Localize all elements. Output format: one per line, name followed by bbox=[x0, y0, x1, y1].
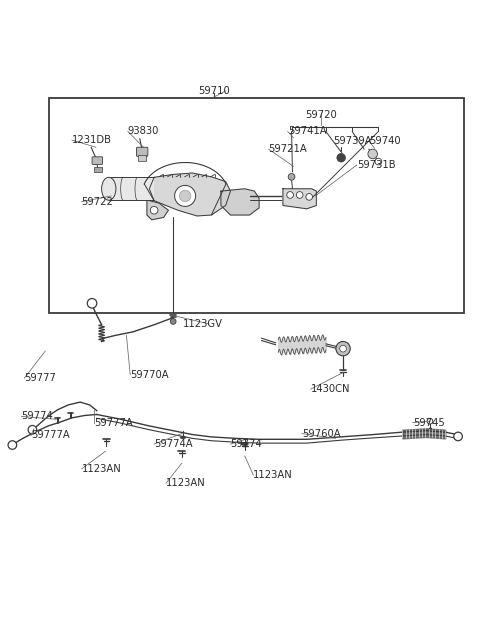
FancyBboxPatch shape bbox=[109, 177, 154, 200]
Text: 59777A: 59777A bbox=[95, 418, 133, 428]
Bar bbox=[49, 98, 464, 313]
FancyBboxPatch shape bbox=[138, 155, 146, 161]
Text: 1430CN: 1430CN bbox=[311, 384, 350, 394]
Circle shape bbox=[8, 441, 17, 449]
Text: 93830: 93830 bbox=[128, 127, 159, 136]
Circle shape bbox=[87, 298, 97, 308]
Circle shape bbox=[180, 190, 191, 202]
Circle shape bbox=[288, 173, 295, 180]
Circle shape bbox=[170, 319, 176, 324]
Circle shape bbox=[368, 149, 377, 159]
Polygon shape bbox=[283, 189, 316, 209]
Circle shape bbox=[306, 193, 312, 200]
Text: 59770A: 59770A bbox=[130, 370, 169, 380]
Text: 1123GV: 1123GV bbox=[183, 319, 223, 329]
Circle shape bbox=[296, 191, 303, 198]
Circle shape bbox=[427, 419, 433, 424]
FancyBboxPatch shape bbox=[94, 167, 102, 172]
Text: 59739A: 59739A bbox=[333, 136, 372, 146]
Circle shape bbox=[375, 158, 382, 165]
Polygon shape bbox=[149, 173, 230, 216]
Circle shape bbox=[454, 432, 462, 441]
Text: 59722: 59722 bbox=[82, 196, 113, 207]
Text: 59731B: 59731B bbox=[357, 160, 396, 170]
Text: 59777: 59777 bbox=[24, 373, 56, 383]
Text: 59760A: 59760A bbox=[302, 429, 341, 438]
Text: 59774A: 59774A bbox=[154, 439, 193, 449]
Ellipse shape bbox=[102, 177, 116, 200]
Text: 59741A: 59741A bbox=[288, 127, 326, 136]
FancyBboxPatch shape bbox=[92, 157, 103, 164]
Text: 1123AN: 1123AN bbox=[253, 470, 293, 480]
Text: 59720: 59720 bbox=[305, 110, 337, 120]
Circle shape bbox=[175, 186, 196, 207]
Text: 59721A: 59721A bbox=[269, 144, 307, 154]
Text: 1123AN: 1123AN bbox=[82, 464, 121, 474]
Circle shape bbox=[337, 154, 346, 162]
FancyBboxPatch shape bbox=[136, 147, 148, 156]
Text: 59740: 59740 bbox=[369, 136, 400, 146]
Polygon shape bbox=[147, 201, 168, 220]
Circle shape bbox=[340, 346, 347, 352]
Text: 59710: 59710 bbox=[198, 86, 229, 96]
Text: 59774: 59774 bbox=[230, 439, 262, 449]
Text: 1123AN: 1123AN bbox=[166, 478, 206, 488]
Circle shape bbox=[336, 342, 350, 356]
Circle shape bbox=[287, 191, 293, 198]
Circle shape bbox=[28, 426, 36, 434]
Text: 1231DB: 1231DB bbox=[72, 135, 112, 145]
Text: 59745: 59745 bbox=[413, 418, 444, 428]
Polygon shape bbox=[221, 189, 259, 215]
Circle shape bbox=[150, 207, 158, 214]
Text: 59777A: 59777A bbox=[31, 431, 70, 440]
Text: 59774: 59774 bbox=[22, 412, 53, 421]
